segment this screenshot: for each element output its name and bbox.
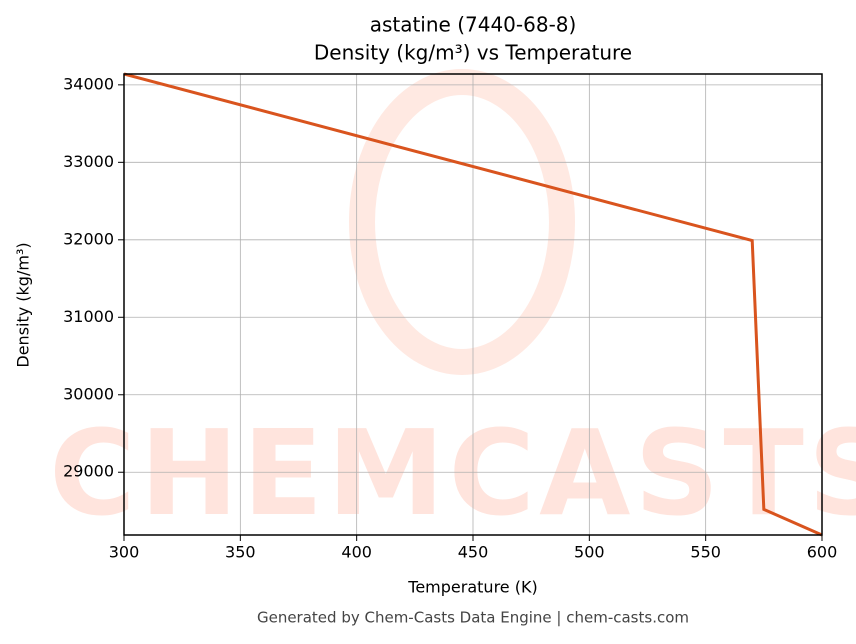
x-axis-label: Temperature (K) <box>407 578 537 597</box>
x-tick-label: 500 <box>574 543 605 562</box>
plot-frame <box>123 73 823 536</box>
y-tick-label: 31000 <box>63 307 114 326</box>
y-tick-label: 34000 <box>63 74 114 93</box>
x-tick-label: 450 <box>458 543 489 562</box>
x-tick-label: 400 <box>341 543 372 562</box>
y-tick-label: 30000 <box>63 384 114 403</box>
x-tick-label: 600 <box>807 543 838 562</box>
watermark: CHEMCASTS <box>49 404 856 542</box>
y-tick-label: 32000 <box>63 229 114 248</box>
chart-subtitle: Density (kg/m³) vs Temperature <box>314 41 632 65</box>
data-line <box>123 72 823 537</box>
y-tick-label: 29000 <box>63 462 114 481</box>
watermark-logo <box>349 69 575 375</box>
y-axis-label: Density (kg/m³) <box>14 242 33 367</box>
x-tick-label: 350 <box>225 543 256 562</box>
x-tick-label: 550 <box>690 543 721 562</box>
footer: Generated by Chem-Casts Data Engine | ch… <box>257 609 689 627</box>
y-tick-label: 33000 <box>63 152 114 171</box>
x-tick-label: 300 <box>109 543 140 562</box>
chart-title: astatine (7440-68-8) <box>370 13 577 37</box>
